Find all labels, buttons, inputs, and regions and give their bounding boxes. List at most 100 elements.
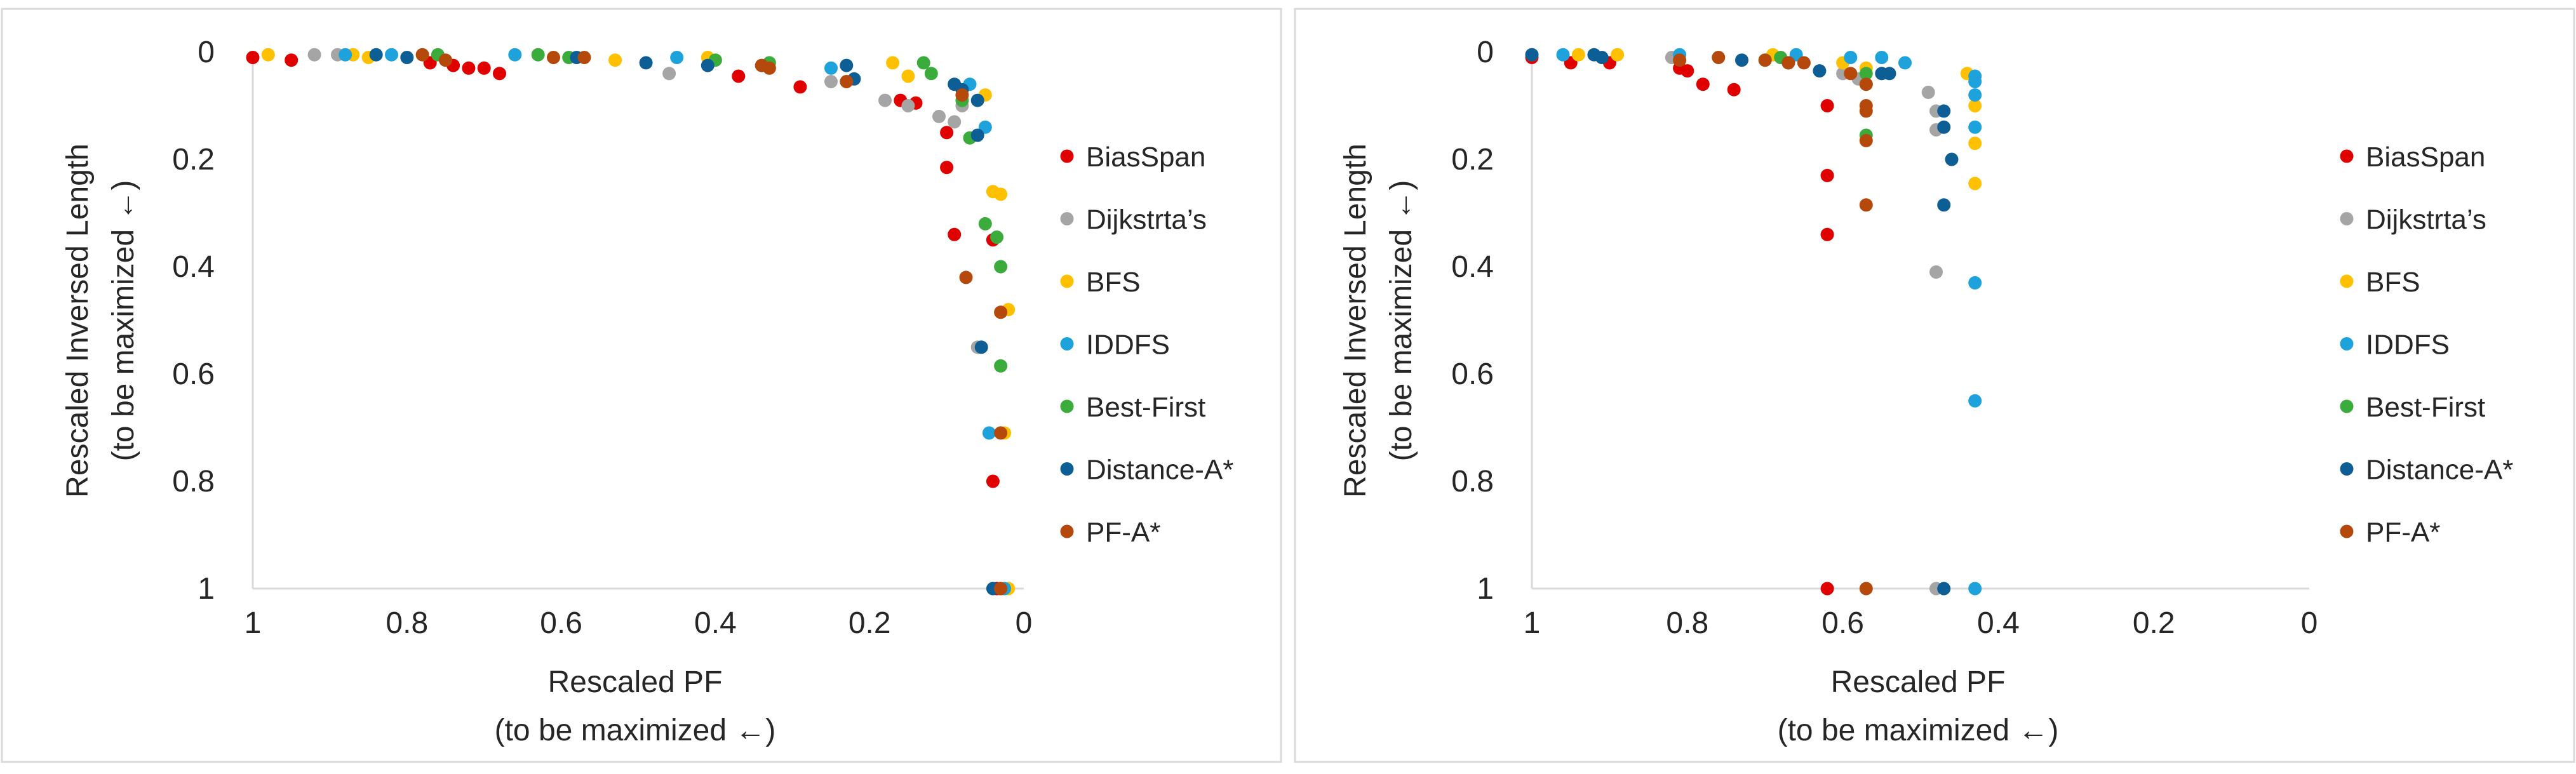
data-point bbox=[994, 305, 1008, 319]
data-point bbox=[1556, 48, 1570, 62]
series-pf-a- bbox=[1673, 51, 1873, 596]
data-point bbox=[439, 53, 452, 67]
y-tick-label: 0.4 bbox=[172, 250, 215, 284]
data-point bbox=[994, 426, 1008, 440]
data-point bbox=[924, 67, 938, 81]
data-point bbox=[970, 128, 984, 142]
data-point bbox=[400, 51, 414, 64]
data-point bbox=[662, 67, 676, 81]
legend-label: BFS bbox=[1086, 267, 1141, 298]
x-tick-label: 0.4 bbox=[1977, 606, 2020, 640]
data-point bbox=[1611, 48, 1625, 62]
data-point bbox=[577, 51, 591, 64]
data-point bbox=[246, 51, 260, 64]
legend-label: Best-First bbox=[1086, 392, 1205, 423]
data-point bbox=[994, 582, 1008, 596]
data-point bbox=[1844, 67, 1858, 81]
legend-label: PF-A* bbox=[2366, 517, 2440, 548]
data-point bbox=[307, 48, 321, 62]
legend-label: Distance-A* bbox=[1086, 455, 1233, 486]
data-point bbox=[1820, 582, 1834, 596]
chart-1-plot: 1 0.8 0.6 0.4 0.2 0 0 0.2 0.4 0.6 0.8 1 BiasSpan Dijk… bbox=[172, 36, 1233, 640]
legend: BiasSpan Dijkstrta’s BFS IDDFS Best-First Dis… bbox=[2340, 142, 2513, 548]
legend-label: BiasSpan bbox=[2366, 142, 2485, 173]
data-point bbox=[1758, 53, 1772, 67]
data-point bbox=[840, 58, 854, 72]
legend-marker bbox=[2340, 399, 2354, 413]
data-point bbox=[493, 67, 506, 81]
chart-1-x-axis-title: Rescaled PF bbox=[548, 665, 723, 699]
legend-marker bbox=[2340, 462, 2354, 476]
data-point bbox=[994, 260, 1008, 274]
data-point bbox=[462, 61, 476, 75]
y-tick-label: 0.2 bbox=[172, 143, 215, 177]
data-point bbox=[948, 115, 962, 129]
legend-marker bbox=[1060, 462, 1074, 476]
x-tick-label: 1 bbox=[245, 606, 262, 640]
chart-2-plot: 1 0.8 0.6 0.4 0.2 0 0 0.2 0.4 0.6 0.8 1 BiasSpan Dijk… bbox=[1451, 36, 2513, 640]
legend-label: PF-A* bbox=[1086, 517, 1160, 548]
data-point bbox=[1727, 83, 1741, 97]
data-point bbox=[732, 69, 746, 83]
legend-label: Dijkstrta’s bbox=[2366, 204, 2486, 236]
y-tick-label: 0.8 bbox=[172, 465, 215, 498]
data-point bbox=[1859, 198, 1873, 212]
data-point bbox=[1968, 137, 1982, 150]
legend-label: Dijkstrta’s bbox=[1086, 204, 1207, 236]
data-point bbox=[916, 56, 930, 70]
legend-marker bbox=[2340, 212, 2354, 225]
data-point bbox=[1696, 77, 1710, 91]
series-iddfs bbox=[1556, 48, 1982, 596]
data-point bbox=[1968, 88, 1982, 102]
data-point bbox=[1820, 227, 1834, 241]
data-point bbox=[1937, 120, 1951, 134]
data-point bbox=[261, 48, 275, 62]
legend-label: IDDFS bbox=[2366, 330, 2450, 361]
data-point bbox=[1797, 56, 1811, 70]
data-point bbox=[1859, 104, 1873, 118]
y-tick-label: 0.6 bbox=[172, 357, 215, 391]
data-point bbox=[1937, 104, 1951, 118]
data-point bbox=[1813, 64, 1827, 78]
data-point bbox=[940, 126, 954, 140]
data-point bbox=[982, 426, 996, 440]
data-point bbox=[1875, 51, 1889, 64]
data-point bbox=[531, 48, 545, 62]
data-point bbox=[1921, 85, 1935, 99]
legend-marker bbox=[1060, 212, 1074, 225]
data-point bbox=[1595, 51, 1609, 64]
data-point bbox=[639, 56, 653, 70]
data-point bbox=[1968, 99, 1982, 112]
data-point bbox=[1968, 120, 1982, 134]
chart-2-y-axis-subtitle: (to be maximized ←) bbox=[1385, 180, 1418, 462]
data-point bbox=[1859, 67, 1873, 81]
legend-label: IDDFS bbox=[1086, 330, 1170, 361]
data-point bbox=[1712, 51, 1726, 64]
series-iddfs bbox=[339, 48, 1012, 596]
data-point bbox=[1968, 75, 1982, 88]
x-tick-label: 0.6 bbox=[1821, 606, 1864, 640]
data-point bbox=[670, 51, 684, 64]
data-point bbox=[385, 48, 398, 62]
data-point bbox=[1929, 265, 1943, 279]
chart-1-x-axis-subtitle: (to be maximized ←) bbox=[495, 714, 776, 747]
data-point bbox=[994, 359, 1008, 373]
data-point bbox=[793, 80, 807, 94]
x-tick-label: 0.6 bbox=[540, 606, 582, 640]
legend-marker bbox=[1060, 149, 1074, 163]
data-point bbox=[970, 93, 984, 107]
data-point bbox=[1937, 198, 1951, 212]
data-point bbox=[1844, 51, 1858, 64]
data-point bbox=[762, 61, 776, 75]
x-tick-label: 0.8 bbox=[1666, 606, 1708, 640]
y-tick-label: 1 bbox=[198, 572, 215, 606]
data-point bbox=[1571, 48, 1585, 62]
data-point bbox=[1968, 394, 1982, 408]
y-tick-label: 1 bbox=[1477, 572, 1494, 606]
y-tick-label: 0 bbox=[198, 36, 215, 69]
legend-label: Distance-A* bbox=[2366, 455, 2513, 486]
y-tick-label: 0.8 bbox=[1451, 465, 1494, 498]
data-point bbox=[608, 53, 622, 67]
data-point bbox=[959, 270, 973, 284]
